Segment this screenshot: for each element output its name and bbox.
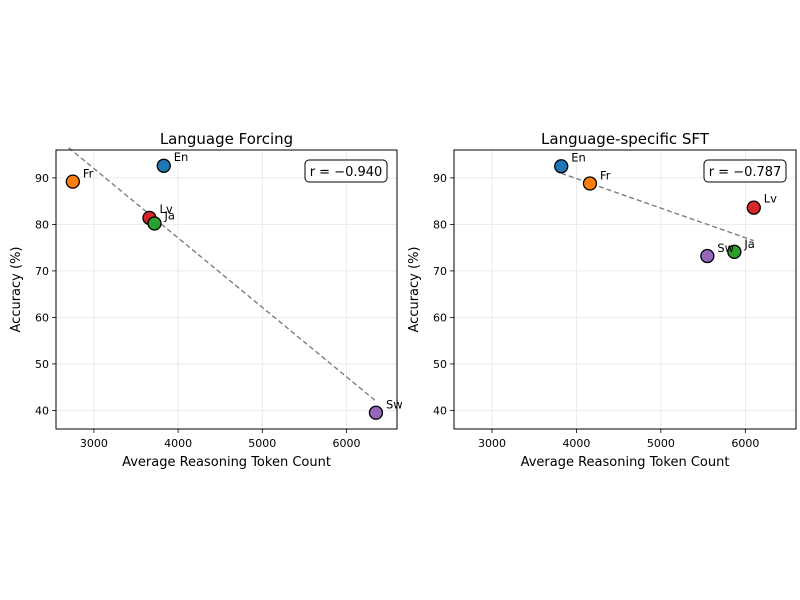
x-tick-label: 6000	[332, 437, 360, 450]
x-tick-label: 5000	[647, 437, 675, 450]
point-label-en: En	[174, 150, 189, 164]
chart-title: Language-specific SFT	[541, 130, 710, 148]
plot-frame	[454, 150, 796, 429]
y-axis-label: Accuracy (%)	[407, 247, 422, 333]
data-point-ja	[148, 217, 161, 230]
point-label-en: En	[571, 150, 586, 164]
data-point-sw	[369, 406, 382, 419]
point-label-sw: Sw	[386, 398, 403, 412]
y-tick-label: 40	[35, 404, 49, 417]
x-axis-label: Average Reasoning Token Count	[521, 455, 730, 470]
y-tick-label: 50	[433, 358, 447, 371]
point-label-sw: Sw	[717, 241, 734, 255]
y-tick-label: 40	[433, 404, 447, 417]
data-point-fr	[583, 177, 596, 190]
data-point-en	[157, 159, 170, 172]
data-point-sw	[701, 250, 714, 263]
y-tick-label: 60	[35, 311, 49, 324]
x-tick-label: 3000	[478, 437, 506, 450]
point-label-ja: Ja	[164, 208, 175, 222]
x-axis-label: Average Reasoning Token Count	[122, 455, 331, 470]
point-label-fr: Fr	[600, 168, 611, 182]
y-tick-label: 70	[433, 265, 447, 278]
y-axis-label: Accuracy (%)	[9, 247, 24, 333]
chart-title: Language Forcing	[160, 130, 293, 148]
x-tick-label: 4000	[562, 437, 590, 450]
correlation-label: r = −0.787	[709, 165, 782, 180]
y-tick-label: 90	[35, 172, 49, 185]
y-tick-label: 80	[35, 218, 49, 231]
point-label-ja: Ja	[743, 237, 754, 251]
y-tick-label: 50	[35, 358, 49, 371]
x-tick-label: 6000	[731, 437, 759, 450]
x-tick-label: 4000	[164, 437, 192, 450]
point-label-fr: Fr	[83, 167, 94, 181]
y-tick-label: 80	[433, 218, 447, 231]
point-label-lv: Lv	[764, 192, 777, 206]
correlation-label: r = −0.940	[310, 165, 383, 180]
data-point-fr	[66, 175, 79, 188]
fit-line	[69, 148, 376, 401]
x-tick-label: 5000	[248, 437, 276, 450]
y-tick-label: 90	[433, 172, 447, 185]
chart-panel-2: 3000 4000 5000 6000 40 50 60 70 80 90 En Fr Lv Ja Sw r …	[407, 130, 796, 470]
y-tick-label: 60	[433, 311, 447, 324]
x-tick-label: 3000	[80, 437, 108, 450]
y-tick-label: 70	[35, 265, 49, 278]
data-point-en	[555, 160, 568, 173]
data-point-lv	[747, 201, 760, 214]
plot-frame	[56, 150, 397, 429]
